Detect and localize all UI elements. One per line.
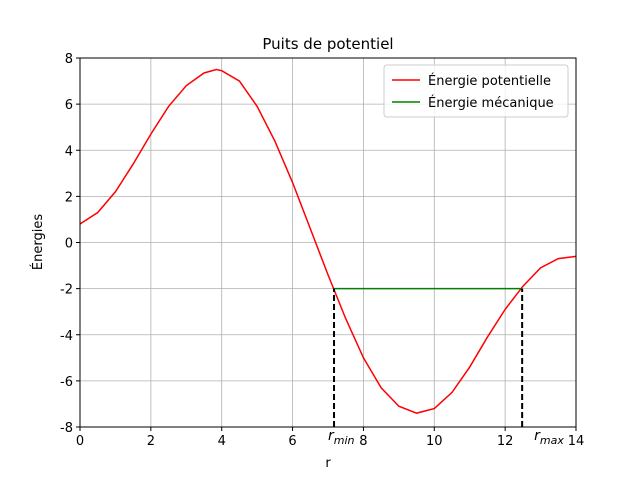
y-axis-label: Énergies [30, 214, 46, 270]
x-tick-label: 10 [426, 434, 443, 449]
y-tick-label: 8 [65, 52, 73, 67]
y-tick-label: 4 [65, 144, 73, 159]
axes-frame [79, 57, 577, 428]
x-tick-label: 2 [147, 434, 155, 449]
annotation: rmax [534, 428, 564, 447]
x-axis-label: r [325, 456, 331, 471]
y-tick-label: 2 [65, 190, 73, 205]
legend-box [383, 64, 569, 118]
annotation: rmin [328, 428, 355, 447]
annotation-sub: min [334, 434, 355, 447]
x-tick-label: 14 [568, 434, 585, 449]
chart-title: Puits de potentiel [262, 35, 393, 53]
x-tick-label: 12 [497, 434, 514, 449]
legend-label: Énergie potentielle [428, 73, 551, 89]
legend-label: Énergie mécanique [428, 95, 554, 111]
line-series [79, 68, 577, 414]
y-tick-label: -2 [60, 283, 73, 298]
annotation-sub: max [540, 434, 564, 447]
annotation-main: r [328, 428, 335, 444]
x-tick-label: 4 [218, 434, 226, 449]
x-tick-label: 6 [288, 434, 296, 449]
y-tick-label: -8 [60, 421, 73, 436]
y-tick-label: 6 [65, 98, 73, 113]
y-tick-label: 0 [65, 237, 73, 252]
y-tick-label: -4 [60, 329, 73, 344]
y-tick-label: -6 [60, 375, 73, 390]
x-tick-label: 8 [359, 434, 367, 449]
annotation-main: r [534, 428, 541, 444]
x-tick-label: 0 [76, 434, 84, 449]
